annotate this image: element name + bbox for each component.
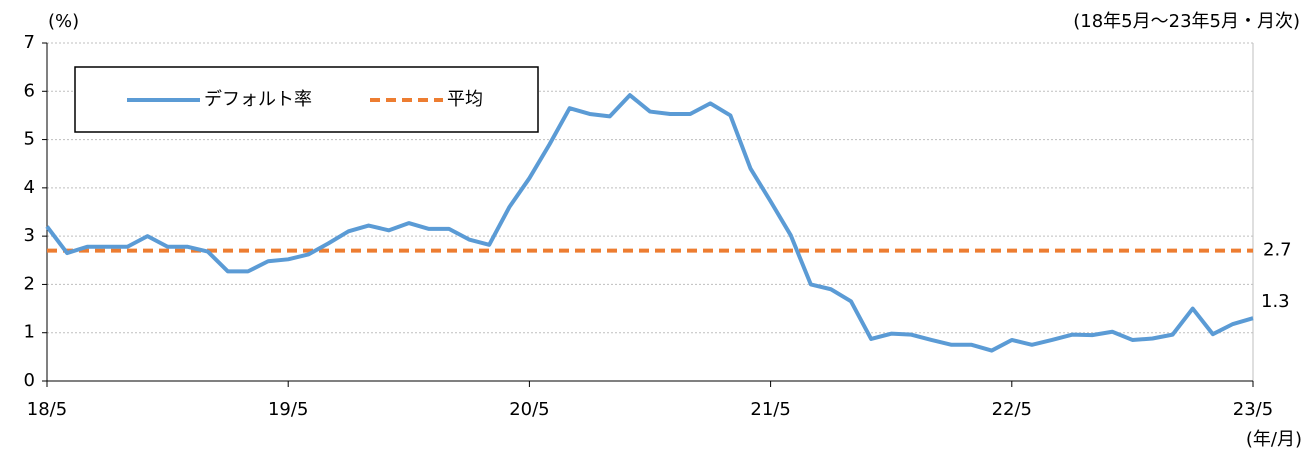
y-tick-label: 4	[24, 177, 35, 198]
legend-label: 平均	[447, 89, 483, 110]
legend-label: デフォルト率	[204, 89, 312, 110]
x-tick-label: 23/5	[1233, 399, 1273, 420]
end-value-label: 1.3	[1261, 291, 1290, 312]
y-tick-label: 6	[24, 80, 35, 101]
x-tick-label: 21/5	[750, 399, 790, 420]
average-label: 2.7	[1263, 240, 1292, 261]
data-line	[45, 93, 1254, 353]
subtitle: (18年5月～23年5月・月次)	[1073, 11, 1300, 32]
y-tick-label: 7	[24, 32, 35, 53]
y-tick-label: 1	[24, 322, 35, 343]
y-tick-label: 5	[24, 129, 35, 150]
x-tick-label: 20/5	[509, 399, 549, 420]
y-tick-label: 2	[24, 273, 35, 294]
x-tick-label: 22/5	[992, 399, 1032, 420]
y-tick-label: 0	[24, 370, 35, 391]
x-tick-label: 19/5	[268, 399, 308, 420]
x-axis-label: (年/月)	[1246, 429, 1302, 450]
y-axis-label: (%)	[48, 11, 79, 32]
x-tick-label: 18/5	[27, 399, 67, 420]
y-tick-label: 3	[24, 225, 35, 246]
